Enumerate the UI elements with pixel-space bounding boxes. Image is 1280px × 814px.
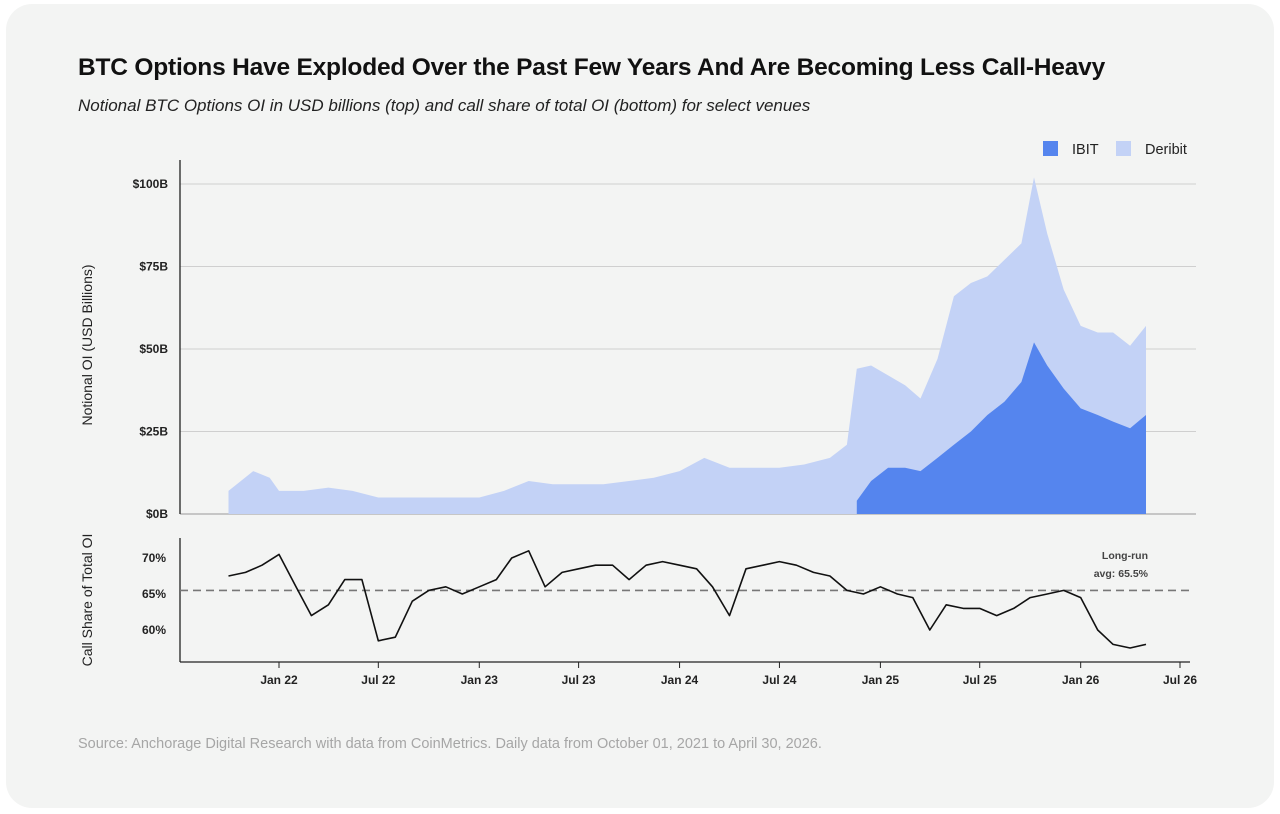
x-tick-label: Jul 25 [963,673,997,687]
ibit-area [856,342,1146,514]
long-run-label: Long-run [1102,550,1148,562]
top-y-tick-label: $50B [139,342,168,356]
top-y-tick-label: $25B [139,425,168,439]
bottom-y-tick-label: 60% [142,623,166,637]
call-share-line [228,549,1147,649]
chart-subtitle: Notional BTC Options OI in USD billions … [78,96,811,115]
chart-title: BTC Options Have Exploded Over the Past … [78,54,1105,81]
deribit-area [228,177,1146,514]
x-tick-label: Jan 23 [461,673,499,687]
source-note: Source: Anchorage Digital Research with … [78,736,822,752]
x-tick-label: Jul 23 [562,673,596,687]
top-y-axis-label: Notional OI (USD Billions) [79,264,95,425]
long-run-avg-label: avg: 65.5% [1094,568,1149,580]
bottom-y-axis-label: Call Share of Total OI [79,534,95,667]
x-tick-label: Jan 22 [260,673,298,687]
bottom-y-tick-labels: 60% 65% 70% [142,551,166,637]
x-tick-label: Jan 25 [862,673,900,687]
top-areas [228,177,1146,514]
legend-swatch-ibit [1043,141,1058,156]
top-y-tick-label: $75B [139,260,168,274]
call-share-line-group [228,549,1147,649]
top-y-tick-labels: $0B $25B $50B $75B $100B [133,177,169,521]
bottom-y-tick-label: 70% [142,551,166,565]
top-panel: $0B $25B $50B $75B $100B Notional OI (USD Bi… [79,141,1196,521]
legend-swatch-deribit [1116,141,1131,156]
x-tick-label: Jan 24 [661,673,699,687]
legend-label-ibit: IBIT [1072,142,1099,158]
x-tick-labels: Jan 22 Jul 22 Jan 23 Jul 23 Jan 24 Jul 24 Jan … [260,662,1197,687]
bottom-y-tick-label: 65% [142,587,166,601]
x-tick-label: Jul 26 [1163,673,1197,687]
x-tick-label: Jul 22 [361,673,395,687]
bottom-panel: Long-run avg: 65.5% 60% 65% 70% Jan 22 Jul … [79,534,1197,687]
legend-label-deribit: Deribit [1145,142,1187,158]
legend: IBIT Deribit [1043,141,1187,158]
top-y-tick-label: $0B [146,507,168,521]
x-tick-label: Jan 26 [1062,673,1100,687]
top-y-tick-label: $100B [133,177,169,191]
x-tick-label: Jul 24 [762,673,796,687]
